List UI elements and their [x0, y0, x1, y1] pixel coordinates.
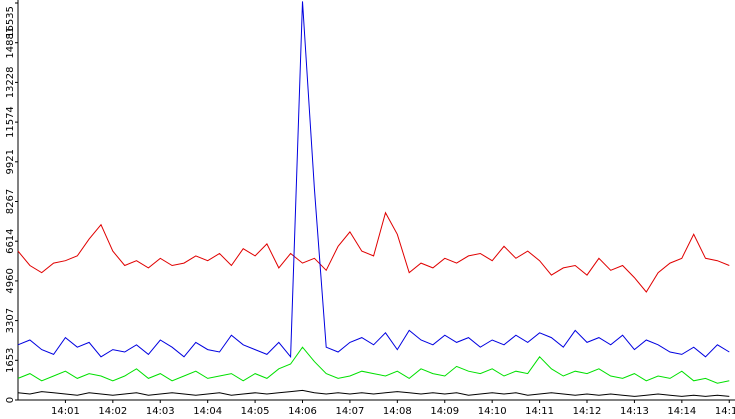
y-tick-label: 16535: [5, 6, 16, 38]
x-tick-label: 14:14: [667, 406, 696, 415]
y-tick-label: 11574: [5, 106, 16, 138]
x-tick-label: 14:15: [715, 406, 735, 415]
y-tick-label: 8267: [5, 189, 16, 214]
y-tick-label: 1653: [5, 348, 16, 373]
y-tick-label: 6614: [5, 228, 16, 253]
x-tick-label: 14:03: [146, 406, 175, 415]
y-tick-label: 9921: [5, 149, 16, 174]
x-tick-label: 14:09: [430, 406, 459, 415]
y-tick-label: 0: [5, 397, 16, 403]
x-tick-label: 14:08: [383, 406, 412, 415]
y-tick-label: 13228: [5, 66, 16, 98]
x-tick-label: 14:04: [193, 406, 222, 415]
y-tick-label: 3307: [5, 308, 16, 333]
x-tick-label: 14:10: [478, 406, 507, 415]
x-tick-label: 14:07: [336, 406, 365, 415]
series-line: [17, 1, 730, 359]
x-tick-label: 14:01: [51, 406, 80, 415]
x-tick-label: 14:05: [241, 406, 270, 415]
x-tick-label: 14:11: [525, 406, 554, 415]
x-tick-label: 14:06: [288, 406, 317, 415]
y-tick-label: 14881: [5, 27, 16, 59]
x-tick-label: 14:02: [98, 406, 127, 415]
x-tick-label: 14:12: [573, 406, 602, 415]
x-tick-label: 14:13: [620, 406, 649, 415]
series-line: [17, 346, 730, 384]
y-tick-label: 4960: [5, 268, 16, 293]
series-line: [17, 389, 730, 397]
series-line: [17, 211, 730, 293]
